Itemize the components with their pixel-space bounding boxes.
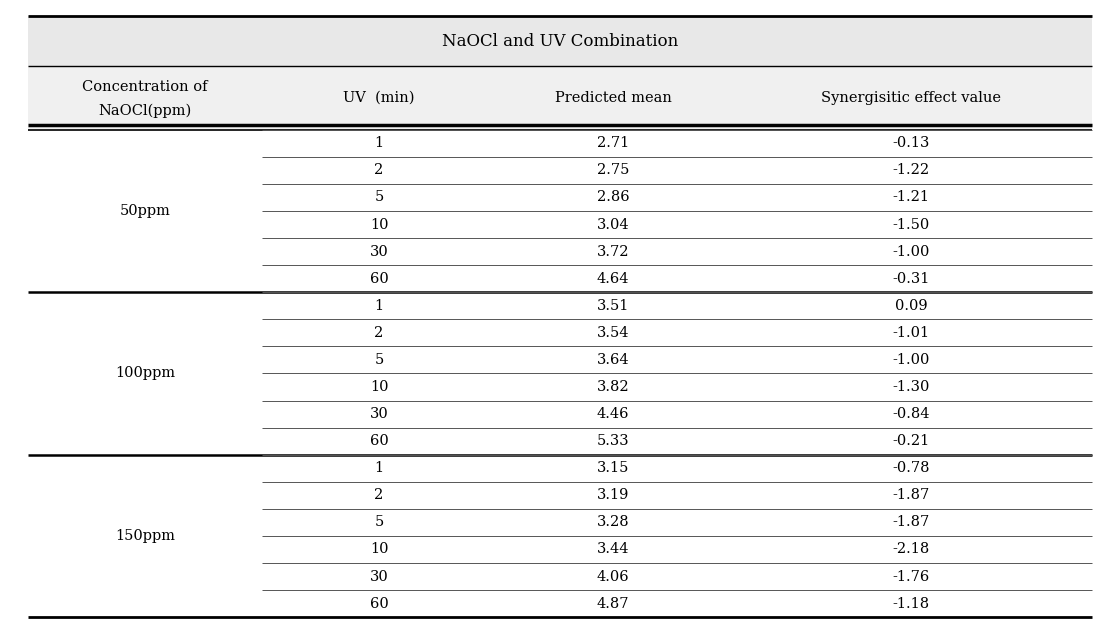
Text: NaOCl(ppm): NaOCl(ppm) — [99, 104, 192, 118]
Text: 4.06: 4.06 — [597, 570, 629, 584]
Text: Concentration of: Concentration of — [82, 80, 208, 94]
Text: -1.18: -1.18 — [893, 597, 930, 611]
Text: -0.13: -0.13 — [893, 136, 930, 150]
Text: 4.64: 4.64 — [597, 272, 629, 285]
Text: NaOCl and UV Combination: NaOCl and UV Combination — [442, 33, 678, 49]
Text: -1.01: -1.01 — [893, 326, 930, 340]
Text: -0.31: -0.31 — [893, 272, 930, 285]
Text: 5.33: 5.33 — [597, 434, 629, 448]
Text: -1.00: -1.00 — [893, 353, 930, 367]
Bar — [28, 66, 1092, 130]
Text: -1.00: -1.00 — [893, 244, 930, 259]
Text: -0.78: -0.78 — [893, 461, 930, 475]
Text: 100ppm: 100ppm — [115, 367, 175, 380]
Text: 3.44: 3.44 — [597, 542, 629, 556]
Bar — [28, 16, 1092, 66]
Text: 4.87: 4.87 — [597, 597, 629, 611]
Text: -1.30: -1.30 — [893, 380, 930, 394]
Text: 30: 30 — [370, 244, 389, 259]
Text: 3.04: 3.04 — [597, 218, 629, 232]
Text: 2: 2 — [374, 326, 384, 340]
Text: 30: 30 — [370, 570, 389, 584]
Text: 1: 1 — [374, 136, 384, 150]
Text: -1.22: -1.22 — [893, 163, 930, 177]
Text: 5: 5 — [374, 353, 384, 367]
Text: Predicted mean: Predicted mean — [554, 91, 672, 105]
Text: 3.64: 3.64 — [597, 353, 629, 367]
Text: 2: 2 — [374, 163, 384, 177]
Text: -1.87: -1.87 — [893, 488, 930, 503]
Text: -1.87: -1.87 — [893, 515, 930, 529]
Text: 60: 60 — [370, 434, 389, 448]
Text: 60: 60 — [370, 272, 389, 285]
Text: 10: 10 — [370, 380, 389, 394]
Text: 10: 10 — [370, 218, 389, 232]
Text: 3.51: 3.51 — [597, 299, 629, 313]
Text: -1.21: -1.21 — [893, 191, 930, 204]
Text: -0.21: -0.21 — [893, 434, 930, 448]
Text: 5: 5 — [374, 191, 384, 204]
Text: 50ppm: 50ppm — [120, 204, 170, 218]
Text: 2.75: 2.75 — [597, 163, 629, 177]
Text: 3.19: 3.19 — [597, 488, 629, 503]
Text: UV  (min): UV (min) — [344, 91, 414, 105]
Text: 150ppm: 150ppm — [115, 529, 175, 543]
Text: -1.50: -1.50 — [893, 218, 930, 232]
Text: 2.86: 2.86 — [597, 191, 629, 204]
Text: 3.82: 3.82 — [597, 380, 629, 394]
Text: -2.18: -2.18 — [893, 542, 930, 556]
Text: 5: 5 — [374, 515, 384, 529]
Text: 1: 1 — [374, 461, 384, 475]
Text: 3.72: 3.72 — [597, 244, 629, 259]
Text: 2: 2 — [374, 488, 384, 503]
Text: 1: 1 — [374, 299, 384, 313]
Text: 3.54: 3.54 — [597, 326, 629, 340]
Text: 0.09: 0.09 — [895, 299, 927, 313]
Text: 3.15: 3.15 — [597, 461, 629, 475]
Text: 4.46: 4.46 — [597, 407, 629, 421]
Text: 60: 60 — [370, 597, 389, 611]
Text: 10: 10 — [370, 542, 389, 556]
Text: 2.71: 2.71 — [597, 136, 629, 150]
Text: -0.84: -0.84 — [893, 407, 930, 421]
Text: 30: 30 — [370, 407, 389, 421]
Text: -1.76: -1.76 — [893, 570, 930, 584]
Text: Synergisitic effect value: Synergisitic effect value — [821, 91, 1001, 105]
Text: 3.28: 3.28 — [597, 515, 629, 529]
